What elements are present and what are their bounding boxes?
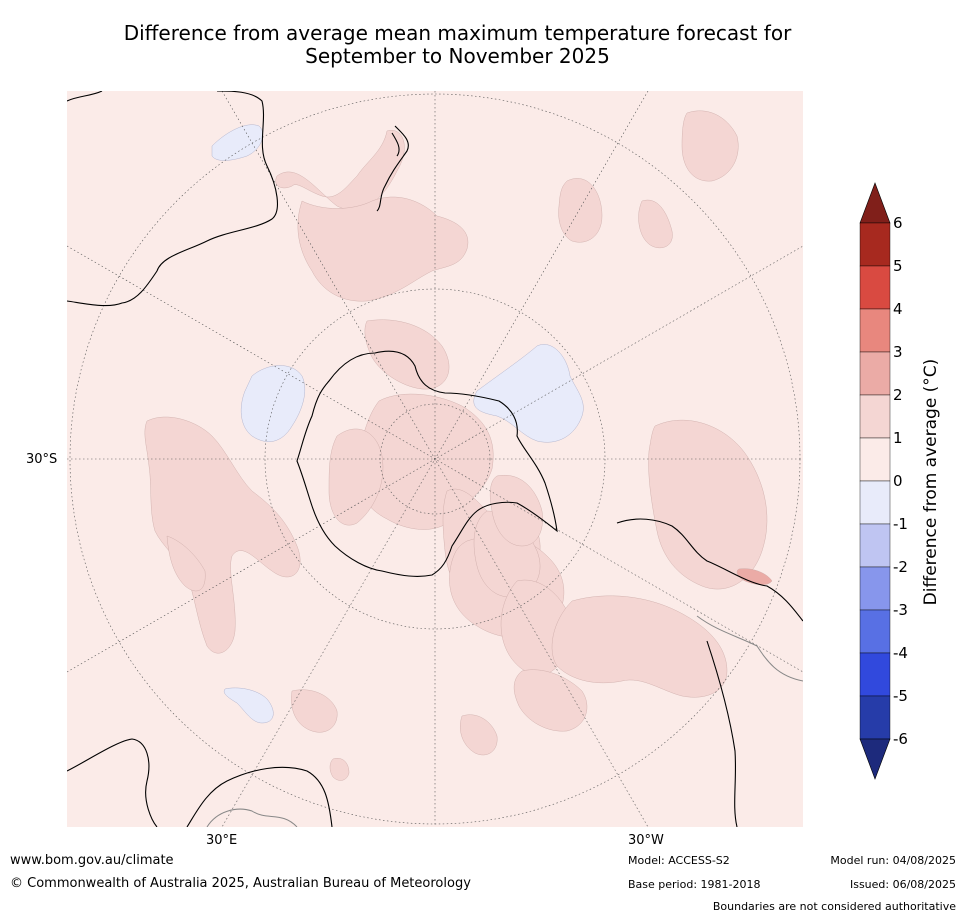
copyright-notice: © Commonwealth of Australia 2025, Austra… — [10, 876, 471, 891]
colorbar-label: Difference from average (°C) — [921, 359, 941, 606]
colorbar-extend-min — [859, 738, 891, 780]
colorbar-swatch — [859, 437, 891, 482]
africa-coast — [67, 738, 333, 827]
colorbar-swatch — [859, 652, 891, 697]
issued-date: Issued: 06/08/2025 — [849, 878, 956, 891]
colorbar-swatch — [859, 351, 891, 396]
colorbar-tick-label: 5 — [893, 257, 903, 275]
australia-coast — [67, 91, 278, 307]
colorbar-tick-label: -6 — [893, 730, 908, 748]
polar-map — [67, 91, 803, 827]
colorbar-tick-label: -3 — [893, 601, 908, 619]
colorbar-swatch — [859, 566, 891, 611]
graticule — [67, 91, 803, 827]
colorbar-tick-label: 4 — [893, 300, 903, 318]
colorbar-tick-label: -1 — [893, 515, 908, 533]
country-boundaries — [206, 615, 803, 827]
colorbar-tick-label: -4 — [893, 644, 908, 662]
colorbar-tick-label: 1 — [893, 429, 903, 447]
colorbar-swatch — [859, 222, 891, 267]
longitude-label-left: 30°E — [206, 833, 238, 848]
boundaries-disclaimer: Boundaries are not considered authoritat… — [712, 900, 956, 913]
south-america-coast — [616, 518, 803, 827]
new-zealand-coast — [376, 125, 409, 212]
title-line-2: September to November 2025 — [305, 44, 610, 68]
madagascar-coast — [67, 91, 103, 102]
antarctica-coast — [296, 350, 558, 577]
colorbar-tick-label: 0 — [893, 472, 903, 490]
colorbar-swatch — [859, 480, 891, 525]
colorbar-swatch — [859, 265, 891, 310]
title-line-1: Difference from average mean maximum tem… — [123, 21, 792, 45]
longitude-label-right: 30°W — [628, 833, 664, 848]
latitude-label: 30°S — [26, 452, 58, 467]
colorbar-ticks: 6 5 4 3 2 1 0 -1 -2 -3 -4 -5 -6 — [893, 214, 908, 748]
colorbar-swatch — [859, 523, 891, 568]
colorbar-tick-label: 3 — [893, 343, 903, 361]
base-period: Base period: 1981-2018 — [628, 878, 761, 891]
colorbar-swatch — [859, 695, 891, 740]
colorbar-swatch — [859, 394, 891, 439]
model-run-date: Model run: 04/08/2025 — [830, 854, 956, 867]
cool-anomaly-regions — [211, 124, 584, 724]
colorbar-tick-label: 2 — [893, 386, 903, 404]
website-link[interactable]: www.bom.gov.au/climate — [10, 853, 174, 868]
colorbar: 6 5 4 3 2 1 0 -1 -2 -3 -4 -5 -6 Difference from aver… — [859, 182, 941, 780]
map-title: Difference from average mean maximum tem… — [60, 22, 855, 68]
colorbar-blocks — [859, 182, 891, 780]
model-name: Model: ACCESS-S2 — [628, 854, 730, 867]
warm-anomaly-regions — [144, 110, 768, 781]
colorbar-tick-label: -2 — [893, 558, 908, 576]
coastlines — [67, 91, 803, 827]
colorbar-swatch — [859, 308, 891, 353]
colorbar-swatch — [859, 609, 891, 654]
colorbar-extend-max — [859, 182, 891, 224]
colorbar-tick-label: 6 — [893, 214, 903, 232]
colorbar-tick-label: -5 — [893, 687, 908, 705]
